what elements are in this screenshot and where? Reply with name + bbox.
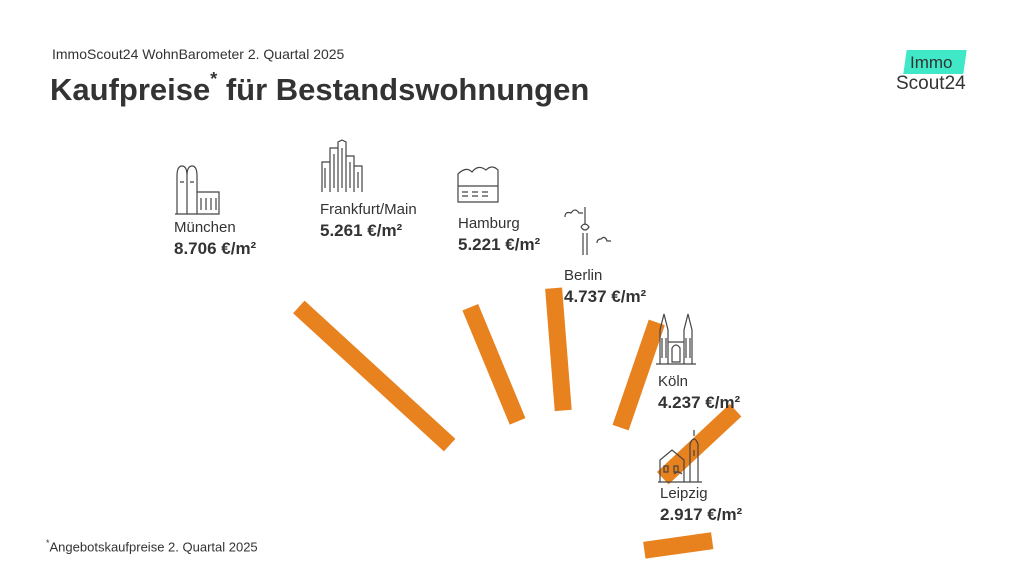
city-label: Köln <box>658 373 688 390</box>
logo-scout24: Scout24 <box>896 73 966 94</box>
frauenkirche-icon <box>175 165 220 215</box>
city-label: München <box>174 219 236 236</box>
logo-immo: Immo <box>910 53 953 72</box>
city-label: Berlin <box>564 267 602 284</box>
value-label: 4.237 €/m² <box>658 393 741 412</box>
title-rest: für Bestandswohnungen <box>217 72 590 107</box>
footnote-text: Angebotskaufpreise 2. Quartal 2025 <box>49 539 258 555</box>
cathedral-icon <box>656 313 696 365</box>
chart-subtitle: ImmoScout24 WohnBarometer 2. Quartal 202… <box>52 46 345 62</box>
value-label: 5.221 €/m² <box>458 235 541 254</box>
elbphilharmonie-icon <box>457 166 499 203</box>
title-text: Kaufpreise <box>50 72 211 107</box>
footnote-asterisk: * <box>46 538 50 548</box>
city-label: Frankfurt/Main <box>320 201 417 218</box>
skyline-icon <box>321 139 363 192</box>
tv-tower-icon-shape <box>564 207 611 255</box>
city-label: Leipzig <box>660 485 708 502</box>
value-label: 8.706 €/m² <box>174 239 257 258</box>
value-label: 2.917 €/m² <box>660 505 743 524</box>
bar-2 <box>462 303 526 425</box>
bar-4 <box>612 319 665 431</box>
title-asterisk: * <box>210 68 218 89</box>
bar-1 <box>293 300 456 452</box>
immoscout24-logo: Immo Scout24 <box>893 50 977 98</box>
footnote: *Angebotskaufpreise 2. Quartal 2025 <box>46 538 258 554</box>
value-label: 4.737 €/m² <box>564 287 647 306</box>
value-label: 5.261 €/m² <box>320 221 403 240</box>
frauenkirche-icon-shape <box>175 165 220 215</box>
tv-tower-icon <box>564 207 611 255</box>
old-town-hall-icon <box>658 430 702 483</box>
city-label: Hamburg <box>458 215 520 232</box>
bar-3 <box>545 287 572 412</box>
chart-title: Kaufpreise* für Bestandswohnungen <box>50 68 590 108</box>
bar-6 <box>643 532 714 559</box>
elbphilharmonie-icon-shape <box>457 166 499 203</box>
skyline-icon-shape <box>321 139 363 192</box>
cathedral-icon-shape <box>656 313 696 365</box>
old-town-hall-icon-shape <box>658 430 702 483</box>
bar-5 <box>656 404 742 485</box>
